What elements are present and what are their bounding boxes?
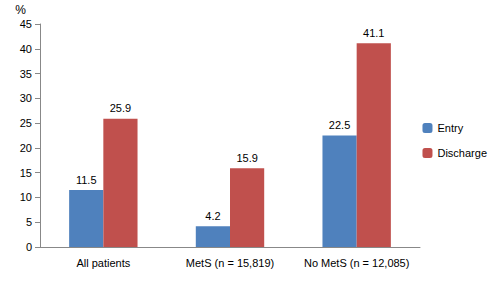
svg-text:25.9: 25.9 bbox=[110, 102, 131, 114]
svg-text:Entry: Entry bbox=[437, 122, 463, 134]
svg-text:All patients: All patients bbox=[76, 257, 130, 269]
svg-text:15: 15 bbox=[20, 167, 32, 179]
svg-text:MetS (n = 15,819): MetS (n = 15,819) bbox=[186, 257, 274, 269]
svg-text:%: % bbox=[15, 3, 26, 17]
svg-text:Discharge: Discharge bbox=[437, 147, 487, 159]
svg-text:No MetS (n = 12,085): No MetS (n = 12,085) bbox=[304, 257, 409, 269]
svg-text:5: 5 bbox=[26, 216, 32, 228]
svg-text:41.1: 41.1 bbox=[363, 27, 384, 39]
svg-text:22.5: 22.5 bbox=[329, 119, 350, 131]
svg-text:10: 10 bbox=[20, 191, 32, 203]
svg-text:4.2: 4.2 bbox=[205, 210, 220, 222]
svg-text:45: 45 bbox=[20, 18, 32, 30]
svg-text:35: 35 bbox=[20, 68, 32, 80]
svg-text:11.5: 11.5 bbox=[76, 174, 97, 186]
svg-text:25: 25 bbox=[20, 117, 32, 129]
svg-text:30: 30 bbox=[20, 92, 32, 104]
svg-text:0: 0 bbox=[26, 241, 32, 253]
svg-text:15.9: 15.9 bbox=[236, 152, 257, 164]
svg-text:20: 20 bbox=[20, 142, 32, 154]
svg-text:40: 40 bbox=[20, 43, 32, 55]
